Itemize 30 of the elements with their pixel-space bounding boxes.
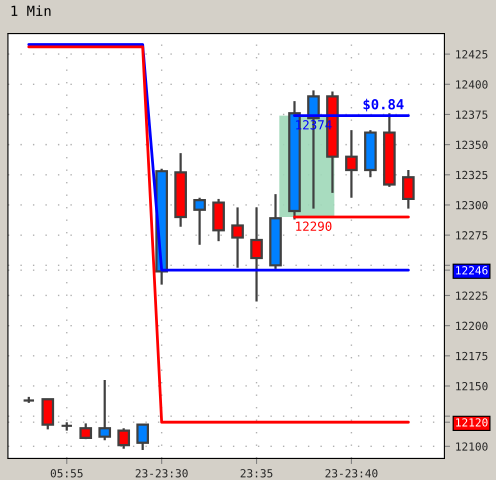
- candlestick: [231, 206, 244, 269]
- chart-title: 1 Min: [12, 5, 50, 16]
- x-tick-label: 05:55: [50, 469, 83, 478]
- y-tick-label: 12225: [456, 291, 488, 300]
- data-label: 12290: [296, 221, 332, 231]
- candlestick: [193, 196, 206, 246]
- candlestick: [79, 422, 92, 440]
- candlestick: [98, 378, 112, 442]
- y-tick-label: 12175: [456, 352, 488, 360]
- y-tick-label: 12425: [456, 50, 488, 59]
- candlestick: [136, 424, 150, 452]
- y-tick-label: 12100: [456, 442, 488, 451]
- y-tick-label: 12200: [456, 322, 488, 330]
- y-tick-label: 12375: [456, 110, 488, 119]
- y-tick-label: 12246: [456, 266, 488, 275]
- y-tick-label: 12300: [456, 200, 488, 210]
- y-tick-label: 12150: [456, 382, 488, 390]
- x-tick-label: 23-23:30: [136, 469, 188, 478]
- x-tick-label: 23-23:40: [325, 469, 378, 478]
- candlestick: [117, 427, 130, 450]
- annotation: $0.84: [364, 98, 404, 112]
- y-tick-label: 12350: [456, 140, 488, 150]
- y-tick-label: 12325: [456, 170, 488, 180]
- y-tick-label: 12275: [456, 231, 488, 240]
- x-tick-label: 23:35: [240, 469, 272, 478]
- y-tick-label: 12120: [456, 418, 488, 427]
- candlestick: [402, 168, 415, 210]
- candlestick: [345, 129, 358, 199]
- y-tick-label: 12400: [456, 80, 488, 89]
- candlestick: [250, 206, 263, 303]
